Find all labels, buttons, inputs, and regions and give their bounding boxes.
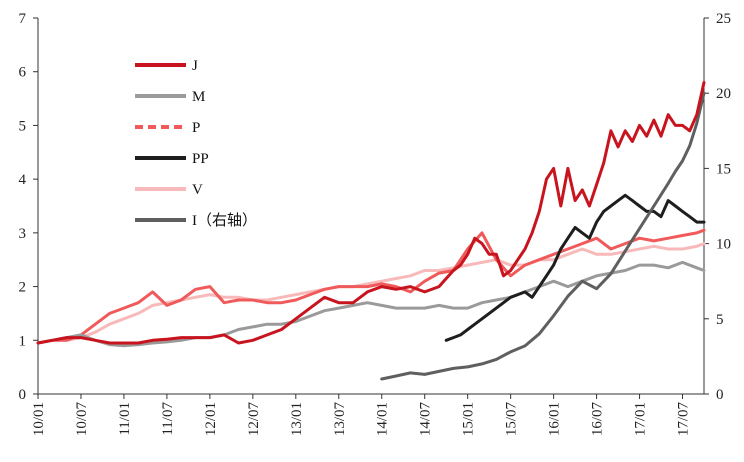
series-line-p — [36, 228, 706, 345]
series-line-m — [36, 260, 706, 348]
left-tick-label: 3 — [19, 226, 27, 242]
legend-label-pp: PP — [192, 151, 209, 167]
right-tick-label: 0 — [716, 387, 724, 403]
right-tick-label: 10 — [716, 237, 731, 253]
right-axis-ticks: 0 5 10 15 20 25 — [704, 11, 731, 403]
legend-label-m: M — [192, 89, 205, 105]
right-tick-label: 20 — [716, 86, 731, 102]
x-tick-label: 17/07 — [676, 402, 692, 437]
x-tick-label: 14/01 — [375, 402, 391, 436]
x-tick-label: 12/07 — [246, 402, 262, 437]
x-tick-label: 15/07 — [504, 402, 520, 437]
legend-label-p: P — [192, 120, 200, 136]
left-tick-label: 6 — [19, 65, 27, 81]
x-tick-label: 12/01 — [203, 402, 219, 436]
series-line-v — [36, 242, 706, 345]
x-tick-label: 11/01 — [117, 402, 133, 436]
legend-label-v: V — [192, 182, 203, 198]
series-line-i — [380, 91, 706, 381]
series-line-j — [36, 81, 706, 345]
legend-label-i: I（右轴） — [192, 212, 257, 229]
x-tick-label: 10/07 — [74, 402, 90, 437]
x-tick-label: 13/07 — [332, 402, 348, 437]
series-lines — [36, 81, 706, 381]
x-tick-label: 17/01 — [633, 402, 649, 436]
left-tick-label: 7 — [19, 11, 27, 27]
left-tick-label: 1 — [19, 333, 27, 349]
right-tick-label: 5 — [716, 312, 724, 328]
right-tick-label: 15 — [716, 161, 731, 177]
x-tick-label: 11/07 — [160, 402, 176, 436]
x-tick-label: 15/01 — [461, 402, 477, 436]
x-tick-label: 16/01 — [547, 402, 563, 436]
left-tick-label: 2 — [19, 280, 27, 296]
right-tick-label: 25 — [716, 11, 731, 27]
left-tick-label: 4 — [19, 172, 27, 188]
x-axis-ticks: 10/01 10/07 11/01 11/07 12/01 12/07 13/01 13/07… — [31, 394, 692, 436]
x-tick-label: 13/01 — [289, 402, 305, 436]
x-tick-label: 14/07 — [418, 402, 434, 437]
left-tick-label: 0 — [19, 387, 27, 403]
left-tick-label: 5 — [19, 118, 27, 134]
plot-area — [37, 18, 705, 395]
x-tick-label: 16/07 — [590, 402, 606, 437]
series-line-pp — [444, 193, 706, 342]
legend-label-j: J — [192, 58, 198, 74]
x-tick-label: 10/01 — [31, 402, 47, 436]
left-axis-ticks: 0 1 2 3 4 5 6 7 — [19, 11, 38, 403]
